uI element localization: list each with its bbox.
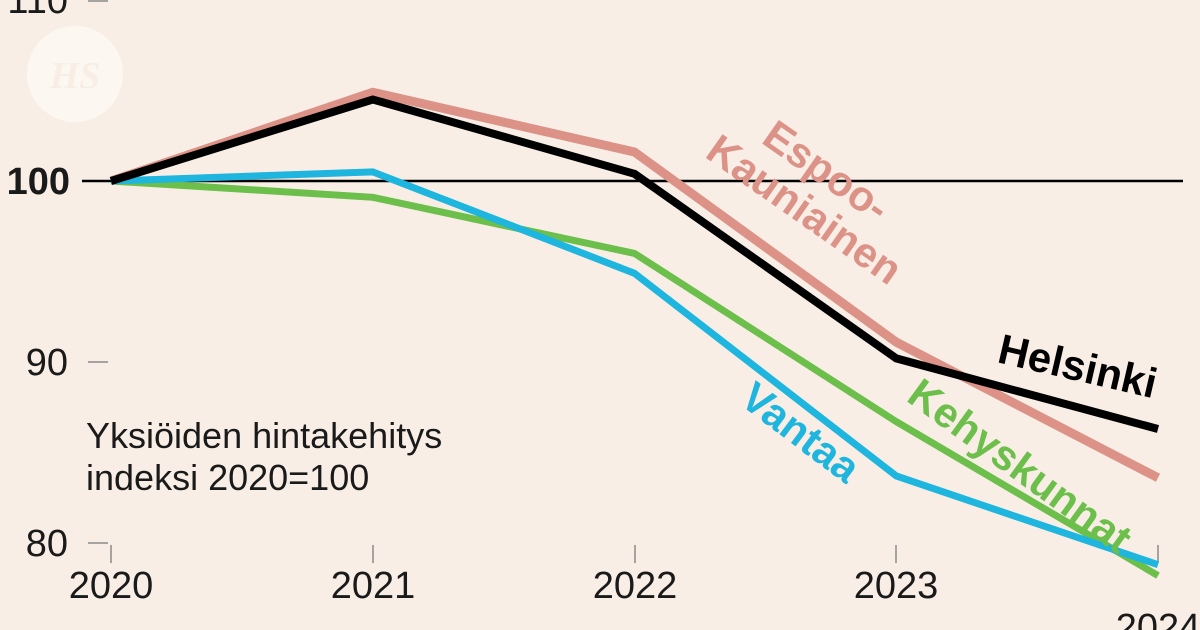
x-tick-label-2024: 2024 [1116,607,1200,630]
x-tick-label-2022: 2022 [593,565,678,607]
hs-logo: HS [27,26,123,122]
series-line-kehyskunnat [110,177,1160,579]
series-label-espoo-kauniainen: Espoo- Kauniainen [698,111,910,294]
y-tick-label-80: 80 [26,523,68,565]
y-tick-label-110: 110 [7,0,68,22]
y-tick-label-100: 100 [7,161,70,203]
y-tick-label-90: 90 [26,342,68,384]
hs-logo-text: HS [49,55,101,97]
x-tick-label-2021: 2021 [331,565,416,607]
chart-subtitle-line-1: Yksiöiden hintakehitys [86,415,442,456]
hs-logo-circle [27,26,123,122]
x-tick-label-2020: 2020 [69,565,154,607]
chart-subtitle-line-2: indeksi 2020=100 [86,457,369,498]
series-line-vantaa [110,168,1160,569]
series-label-kehyskunnat: Kehyskunnat [900,369,1141,562]
series-line-helsinki [109,95,1160,433]
series-line-espoo-kauniainen [109,87,1161,482]
x-tick-label-2023: 2023 [854,565,939,607]
